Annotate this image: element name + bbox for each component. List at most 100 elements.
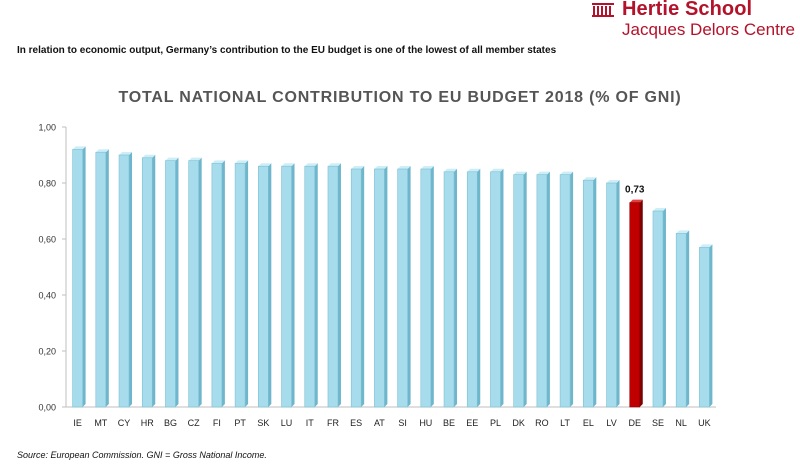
x-tick-label: EL bbox=[583, 418, 594, 428]
bar-fr bbox=[327, 165, 339, 408]
bar-side bbox=[314, 163, 318, 407]
x-tick-label: CY bbox=[118, 418, 131, 428]
x-tick-label: UK bbox=[698, 418, 711, 428]
bar-fi bbox=[211, 163, 223, 408]
chart-bars bbox=[72, 146, 713, 408]
y-tick-label: 1,00 bbox=[38, 123, 56, 133]
y-tick-label: 0,60 bbox=[38, 235, 56, 245]
bar-top bbox=[72, 146, 86, 150]
bar-hr bbox=[141, 157, 153, 408]
bar-cz bbox=[188, 160, 199, 408]
y-tick-label: 0,80 bbox=[38, 179, 56, 189]
bar-top bbox=[397, 166, 411, 169]
bar-side bbox=[361, 166, 365, 407]
bar-top bbox=[652, 208, 666, 211]
bar-side bbox=[593, 177, 597, 407]
x-tick-label: PT bbox=[234, 418, 246, 428]
bar-es bbox=[350, 168, 362, 408]
bar-pl bbox=[490, 171, 501, 408]
bar-uk bbox=[699, 247, 710, 408]
bar-cy bbox=[118, 154, 130, 408]
bar-top bbox=[142, 154, 156, 158]
bar-top bbox=[258, 163, 272, 167]
y-tick-label: 0,40 bbox=[38, 291, 56, 301]
x-tick-label: NL bbox=[675, 418, 687, 428]
bar-lt bbox=[559, 174, 571, 408]
bar-si bbox=[397, 168, 408, 408]
x-tick-label: ES bbox=[350, 418, 362, 428]
bar-side bbox=[454, 168, 458, 407]
x-tick-label: FI bbox=[213, 418, 221, 428]
bar-top bbox=[699, 244, 713, 248]
bar-side bbox=[175, 157, 179, 407]
bar-hu bbox=[420, 168, 432, 408]
x-tick-label: AT bbox=[374, 418, 385, 428]
bar-side bbox=[709, 244, 713, 407]
x-tick-label: DE bbox=[628, 418, 641, 428]
x-tick-label: HU bbox=[419, 418, 432, 428]
bar-top bbox=[606, 180, 620, 183]
chart-title: TOTAL NATIONAL CONTRIBUTION TO EU BUDGET… bbox=[118, 89, 682, 106]
bar-top bbox=[119, 152, 133, 155]
bar-be bbox=[443, 171, 455, 408]
bar-side bbox=[152, 154, 156, 407]
bar-top bbox=[583, 177, 597, 181]
bar-side bbox=[477, 168, 481, 407]
x-tick-label: SI bbox=[398, 418, 407, 428]
bar-side bbox=[500, 168, 504, 407]
x-tick-label: RO bbox=[535, 418, 549, 428]
bar-top bbox=[95, 149, 109, 153]
bar-lu bbox=[281, 165, 292, 408]
bar-top bbox=[629, 199, 643, 203]
bar-side bbox=[430, 166, 434, 407]
x-tick-label: SE bbox=[652, 418, 664, 428]
bar-ro bbox=[536, 174, 548, 408]
bar-side bbox=[639, 199, 643, 407]
chart-labels: IE MT CY HR BG CZ FI PT SK LU IT FR ES AT SI HU BE EE PL DK… bbox=[73, 185, 710, 428]
bar-top bbox=[304, 163, 318, 167]
bar-top bbox=[676, 230, 690, 234]
x-tick-label: IT bbox=[306, 418, 315, 428]
x-tick-label: HR bbox=[141, 418, 154, 428]
bar-it bbox=[304, 165, 316, 408]
x-tick-label: LV bbox=[606, 418, 616, 428]
bar-bg bbox=[165, 160, 176, 408]
bar-top bbox=[327, 163, 341, 167]
bar-side bbox=[546, 171, 550, 407]
bar-top bbox=[351, 166, 365, 169]
bar-top bbox=[188, 157, 202, 161]
bar-top bbox=[513, 171, 527, 175]
x-tick-label: FR bbox=[327, 418, 339, 428]
building-icon bbox=[592, 3, 614, 17]
logo-subtitle: Jacques Delors Centre bbox=[622, 20, 795, 39]
source-note: Source: European Commission. GNI = Gross… bbox=[17, 450, 267, 460]
bar-top bbox=[281, 163, 295, 167]
bar-side bbox=[662, 208, 666, 407]
x-tick-label: DK bbox=[512, 418, 525, 428]
page-subtitle: In relation to economic output, Germany’… bbox=[17, 45, 557, 56]
bar-side bbox=[82, 146, 86, 407]
bar-side bbox=[268, 163, 272, 407]
bar-ee bbox=[466, 171, 478, 408]
x-tick-label: MT bbox=[94, 418, 107, 428]
x-tick-label: BE bbox=[443, 418, 455, 428]
logo-name: Hertie School bbox=[622, 0, 753, 20]
x-tick-label: PL bbox=[490, 418, 501, 428]
bar-de bbox=[629, 202, 641, 408]
bar-top bbox=[165, 157, 179, 161]
bar-top bbox=[444, 168, 458, 172]
bar-ie bbox=[72, 149, 83, 408]
bar-side bbox=[384, 166, 388, 407]
bar-lv bbox=[606, 182, 617, 408]
bar-mt bbox=[95, 151, 107, 408]
bar-dk bbox=[513, 174, 524, 408]
y-tick-label: 0,20 bbox=[38, 347, 56, 357]
bar-side bbox=[523, 171, 527, 407]
bar-top bbox=[374, 166, 388, 169]
bar-top bbox=[490, 168, 504, 172]
x-tick-label: BG bbox=[164, 418, 177, 428]
bar-el bbox=[583, 179, 594, 408]
bar-side bbox=[221, 160, 225, 407]
bar-side bbox=[570, 171, 574, 407]
